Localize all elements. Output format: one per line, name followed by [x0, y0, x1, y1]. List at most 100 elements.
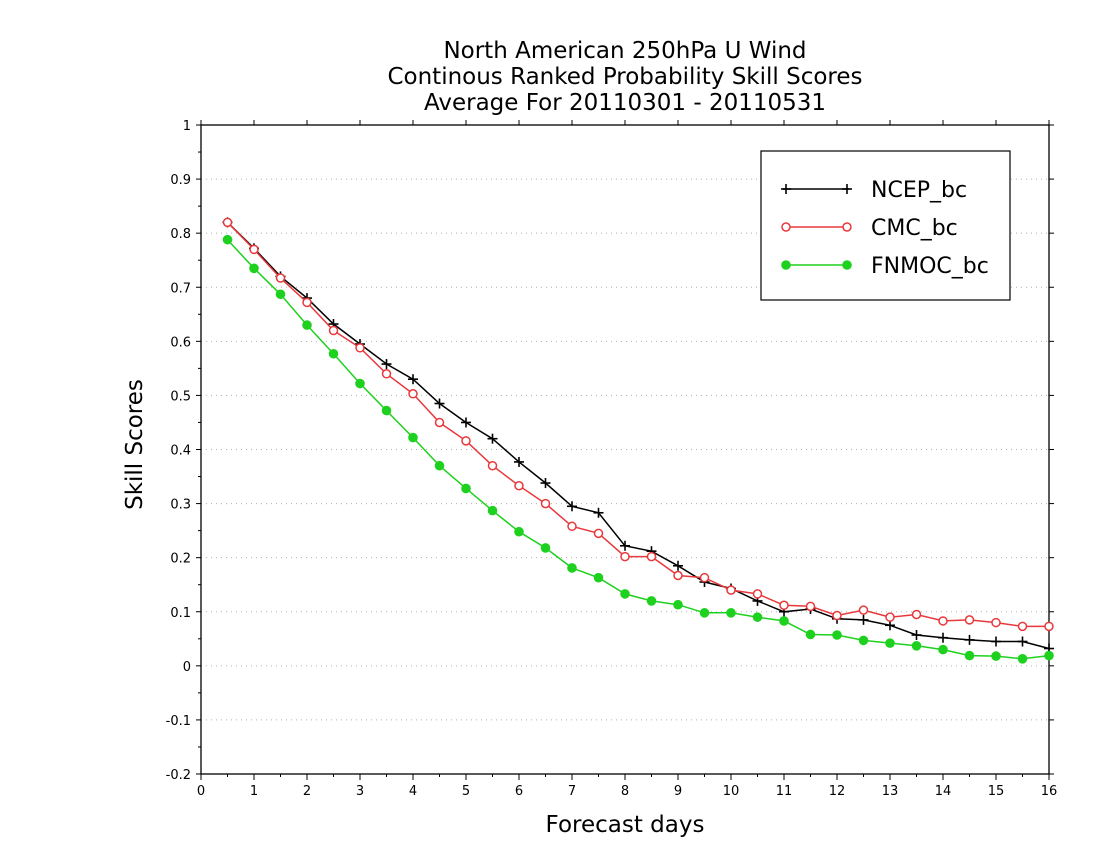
- y-tick-label: 0.2: [170, 552, 191, 567]
- series-line: [226, 239, 1050, 660]
- data-point: [302, 297, 312, 308]
- data-point: [805, 629, 816, 640]
- data-point: [620, 589, 630, 599]
- data-point: [567, 501, 577, 512]
- legend-label: NCEP_bc: [871, 178, 967, 203]
- data-point: [1017, 621, 1028, 632]
- data-point: [275, 289, 286, 300]
- y-tick-label: 0.3: [170, 498, 191, 513]
- data-point: [434, 460, 445, 471]
- legend-marker: [842, 184, 852, 194]
- data-point: [805, 601, 816, 612]
- data-point: [567, 563, 577, 573]
- data-point: [964, 650, 975, 661]
- legend-marker: [842, 260, 852, 270]
- y-tick-label: -0.2: [166, 768, 191, 783]
- x-tick-label: 10: [723, 784, 740, 799]
- data-point: [779, 600, 789, 611]
- data-point: [540, 498, 551, 509]
- series-CMC_bc: [222, 217, 1054, 632]
- data-point: [593, 507, 604, 518]
- series-FNMOC_bc: [222, 234, 1054, 664]
- data-point: [646, 551, 657, 562]
- legend-item: NCEP_bc: [781, 178, 967, 203]
- x-tick-label: 3: [356, 784, 364, 799]
- series-layer: [222, 217, 1054, 664]
- data-point: [514, 456, 524, 467]
- data-point: [858, 605, 869, 615]
- x-tick-label: 9: [674, 784, 682, 799]
- data-point: [673, 560, 683, 571]
- data-point: [461, 417, 471, 428]
- data-point: [964, 615, 975, 625]
- data-point: [302, 320, 312, 330]
- legend-marker: [781, 260, 791, 270]
- x-tick-label: 7: [568, 784, 576, 799]
- data-point: [1017, 654, 1028, 664]
- data-point: [328, 325, 339, 336]
- data-point: [461, 436, 471, 446]
- x-tick-label: 4: [409, 784, 417, 799]
- chart-title-line-1: North American 250hPa U Wind: [443, 38, 807, 64]
- x-tick-label: 16: [1041, 784, 1058, 799]
- legend-marker: [842, 222, 852, 232]
- x-tick-label: 1: [250, 784, 258, 799]
- data-point: [779, 616, 789, 626]
- data-point: [434, 398, 445, 409]
- data-point: [620, 551, 630, 562]
- data-point: [858, 635, 869, 646]
- data-point: [858, 614, 869, 625]
- data-point: [355, 378, 365, 389]
- data-point: [699, 608, 710, 618]
- y-tick-label: 0.6: [170, 335, 191, 350]
- data-point: [540, 478, 551, 489]
- data-point: [938, 632, 948, 643]
- data-point: [752, 612, 763, 622]
- y-tick-label: 0.4: [170, 444, 191, 459]
- data-point: [222, 234, 233, 245]
- data-point: [540, 543, 551, 553]
- legend-item: CMC_bc: [781, 216, 958, 241]
- data-point: [487, 433, 498, 444]
- data-point: [752, 589, 763, 599]
- data-point: [381, 359, 392, 370]
- data-point: [408, 432, 418, 443]
- x-tick-label: 14: [935, 784, 952, 799]
- data-point: [938, 644, 948, 655]
- y-tick-label: 0.8: [170, 227, 191, 242]
- data-point: [832, 630, 842, 640]
- data-point: [1044, 650, 1054, 661]
- x-axis-label: Forecast days: [546, 812, 705, 838]
- data-point: [514, 526, 524, 537]
- x-tick-label: 12: [829, 784, 846, 799]
- data-point: [1017, 636, 1028, 647]
- data-point: [673, 570, 683, 581]
- legend-label: CMC_bc: [871, 216, 958, 241]
- x-tick-label: 15: [988, 784, 1005, 799]
- x-tick-label: 2: [303, 784, 311, 799]
- data-point: [1044, 621, 1054, 632]
- data-point: [355, 343, 365, 353]
- data-point: [991, 617, 1001, 628]
- legend: NCEP_bc CMC_bc FNMOC_bc: [760, 150, 1011, 301]
- data-point: [885, 612, 895, 622]
- legend-label: FNMOC_bc: [871, 254, 989, 279]
- data-point: [726, 585, 736, 595]
- y-tick-label: 0.9: [170, 173, 191, 188]
- x-tick-label: 6: [515, 784, 523, 799]
- x-tick-label: 5: [462, 784, 470, 799]
- data-point: [514, 480, 524, 491]
- data-point: [938, 616, 948, 626]
- data-point: [593, 528, 604, 539]
- chart-title-line-3: Average For 20110301 - 20110531: [423, 90, 827, 116]
- y-tick-label: 0.7: [170, 281, 191, 296]
- y-tick-label: 1: [183, 119, 191, 134]
- x-tick-label: 0: [197, 784, 205, 799]
- data-point: [222, 217, 233, 228]
- data-point: [381, 369, 392, 379]
- data-point: [911, 641, 922, 651]
- data-point: [726, 608, 736, 618]
- x-tick-label: 13: [882, 784, 899, 799]
- data-point: [991, 636, 1001, 647]
